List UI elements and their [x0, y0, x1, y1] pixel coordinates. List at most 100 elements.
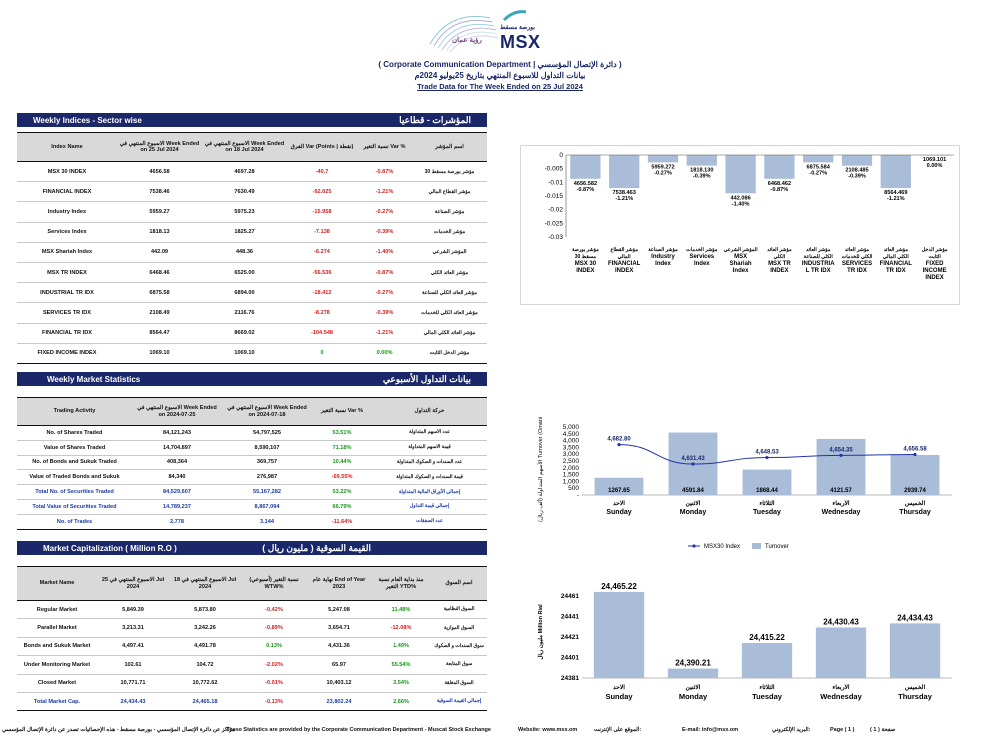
msx30-point	[617, 443, 621, 447]
col-week-current: الاسبوع المنتهي في Week Ended on 2024-07…	[132, 397, 222, 426]
activity-var-pct: 53.22%	[312, 484, 372, 500]
index-name: Services Index	[17, 222, 117, 243]
index-previous: 1069.10	[202, 343, 287, 364]
activity-var-pct: -11.64%	[312, 514, 372, 530]
indices-section-bar: Weekly Indices - Sector wise المؤشرات - …	[17, 113, 487, 127]
market-cap-label: 24,434.43	[897, 613, 933, 622]
activity-previous: 369,757	[222, 455, 312, 471]
bar-value-label: 8564.469	[884, 190, 907, 196]
index-current: 442.09	[117, 242, 202, 263]
category-label: مؤشر القطاع	[610, 247, 638, 253]
index-name-ar: مؤشر العائد الكلي	[412, 262, 487, 284]
activity-name-ar: عدد الاسهم المتداولة	[372, 425, 487, 441]
market-end-of-year: 4,431.36	[307, 637, 371, 657]
index-var-pct: -1.21%	[357, 323, 412, 344]
market-name-ar: سوق المتابعة	[431, 655, 487, 675]
category-label: مؤشر بورصة	[572, 247, 599, 253]
index-var-points: -18.412	[287, 282, 357, 304]
market-end-of-year: 65.97	[307, 655, 371, 675]
msx30-label: 4,654.35	[829, 447, 853, 453]
market-end-of-year: 23,802.24	[307, 692, 371, 712]
market-ytd: 3.54%	[371, 674, 431, 693]
category-label: الكلي للخدمات	[842, 254, 873, 260]
market-name: Total Market Cap.	[17, 692, 97, 712]
day-label-ar: الخميس	[905, 684, 926, 691]
index-previous: 1825.27	[202, 222, 287, 243]
category-label: FINANCIAL	[608, 261, 641, 267]
market-current: 10,771.71	[97, 674, 169, 693]
col-market-name: Market Name	[17, 566, 97, 601]
col-week-current: الاسبوع المنتهي في 25 Jul 2024	[97, 566, 169, 601]
index-name-ar: مؤشر الصناعة	[412, 201, 487, 223]
table-row: Parallel Market 3,213.31 3,242.26 -0.89% 3,6…	[17, 618, 487, 638]
y-tick-label: 2,500	[563, 458, 580, 465]
turnover-label: 4121.57	[830, 488, 852, 494]
col-ytd: منذ بداية العام نسبة التغير YTD%	[371, 566, 431, 601]
footer-email-ar: البريد الإلكتروني:	[772, 727, 811, 733]
category-label: INDEX	[615, 268, 633, 274]
day-label-ar: الاربعاء	[832, 500, 850, 507]
market-ytd: -12.08%	[371, 618, 431, 638]
y-tick-label: 1,500	[563, 472, 580, 479]
index-current: 6468.46	[117, 262, 202, 284]
index-current: 1818.13	[117, 222, 202, 243]
y-axis-label: الأسهم المتداولة (ألف ريال) Turnover (Om…	[535, 415, 544, 522]
indices-change-chart: 0 -0.005 -0.01 -0.015 -0.02 -0.025 -0.03 4656.5…	[520, 145, 960, 305]
cap-section-bar: Market Capitalization ( Million R.O ) ال…	[17, 541, 487, 555]
cap-table: Market Name الاسبوع المنتهي في 25 Jul 20…	[17, 566, 487, 712]
index-var-pct: -0.39%	[357, 302, 412, 324]
stats-table: Trading Activity الاسبوع المنتهي في Week…	[17, 397, 487, 530]
bar	[647, 155, 679, 163]
y-tick-label: -0.015	[545, 193, 564, 200]
category-label: L TR IDX	[806, 268, 831, 274]
market-ytd: 1.49%	[371, 637, 431, 657]
index-previous: 5975.23	[202, 201, 287, 223]
footer-website-ar: الموقع على الإنترنت:	[594, 727, 642, 733]
index-var-pct: 0.00%	[357, 343, 412, 364]
legend-bar-label: Turnover	[765, 544, 789, 550]
category-label: INDUSTRIA	[802, 261, 835, 267]
footer-page: Page ( 1 )	[830, 727, 855, 733]
index-var-points: -8.278	[287, 302, 357, 324]
category-label: Services	[689, 254, 714, 260]
market-previous: 3,242.26	[169, 618, 241, 638]
col-index-name: Index Name	[17, 132, 117, 162]
y-tick-label: 5,000	[563, 424, 580, 431]
index-name: FINANCIAL INDEX	[17, 181, 117, 203]
category-label: TR IDX	[847, 268, 867, 274]
market-cap-bar	[815, 627, 867, 678]
category-label: الثابت	[928, 254, 941, 260]
activity-current: 408,364	[132, 455, 222, 471]
activity-var-pct: 53.51%	[312, 425, 372, 441]
bar-pct-label: -0.27%	[654, 170, 672, 176]
table-row: Bonds and Sukuk Market 4,497.41 4,491.78 0.…	[17, 637, 487, 657]
table-row: Regular Market 5,849.39 5,873.80 -0.42% 5,24…	[17, 600, 487, 620]
index-current: 7538.46	[117, 181, 202, 203]
y-tick-label: 2,000	[563, 465, 580, 472]
turnover-label: 2939.74	[904, 488, 926, 494]
bar-value-label: 2108.485	[845, 168, 868, 174]
market-previous: 10,772.62	[169, 674, 241, 693]
day-label-ar: الثلاثاء	[759, 684, 775, 691]
col-trading-activity: Trading Activity	[17, 397, 132, 426]
index-previous: 448.36	[202, 242, 287, 263]
msx30-point	[913, 452, 917, 457]
bar-value-label: 442.086	[730, 195, 750, 201]
table-row: Industry Index 5959.27 5975.23 -15.958 -0.27…	[17, 201, 487, 223]
market-current: 24,434.43	[97, 692, 169, 712]
table-row: Value of Traded Bonds and Sukuk 84,340 276…	[17, 469, 487, 486]
market-name: Under Monitoring Market	[17, 655, 97, 675]
index-previous: 8669.02	[202, 323, 287, 344]
col-index-name-ar: اسم المؤشر	[412, 132, 487, 162]
table-row: No. of Shares Traded 84,121,243 54,797,525…	[17, 425, 487, 441]
bar-pct-label: -0.87%	[577, 187, 595, 193]
table-row: Total Market Cap. 24,434.43 24,465.18 -0.13…	[17, 692, 487, 712]
category-label: Industry	[651, 254, 675, 260]
cap-title-ar: القيمة السوقية ( مليون ريال )	[262, 542, 371, 553]
index-var-points: -7.138	[287, 222, 357, 243]
activity-name: Total No. of Securities Traded	[17, 484, 132, 500]
index-name: FIXED INCOME INDEX	[17, 343, 117, 364]
activity-name: Total Value of Securities Traded	[17, 499, 132, 515]
market-previous: 4,491.78	[169, 637, 241, 657]
market-name: Bonds and Sukuk Market	[17, 637, 97, 657]
